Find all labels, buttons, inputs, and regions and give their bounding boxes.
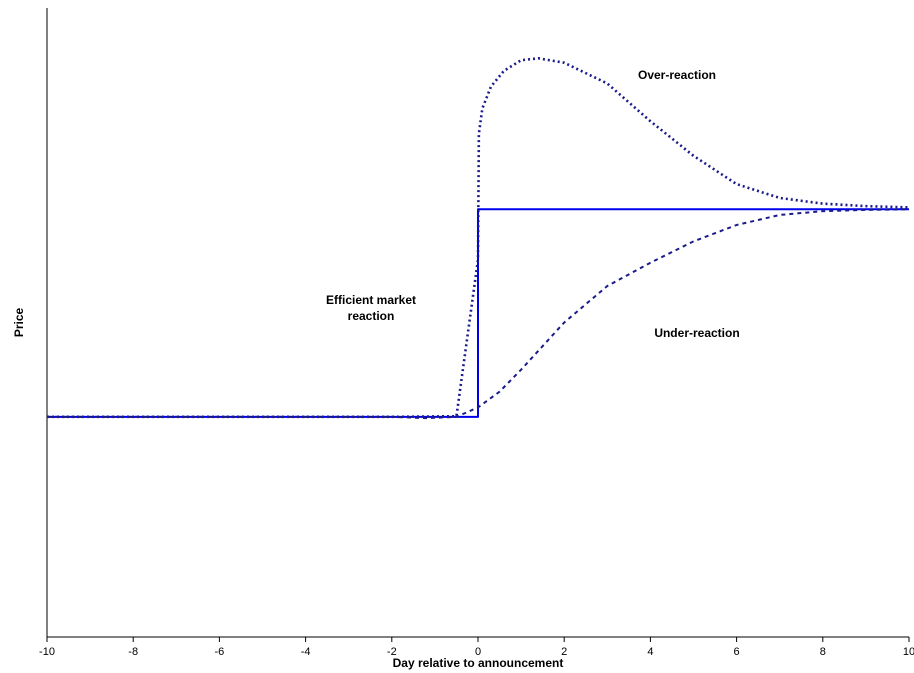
series-line-efficient: [47, 208, 909, 418]
x-tick-label: 0: [475, 646, 481, 658]
x-ticks: -10 -8 -6 -4 -2 0 2 4 6 8 10: [39, 637, 914, 658]
annotations: Over-reaction Under-reaction Efficient mar…: [326, 68, 740, 340]
y-axis-title: Price: [12, 307, 26, 337]
x-tick-label: -4: [301, 646, 311, 658]
x-tick-label: -8: [128, 646, 138, 658]
annotation-under: Under-reaction: [654, 326, 739, 340]
x-tick-label: 8: [820, 646, 826, 658]
x-tick-label: -10: [39, 646, 55, 658]
x-tick-label: -6: [215, 646, 225, 658]
annotation-efficient: reaction: [348, 309, 395, 323]
annotation-efficient: Efficient market: [326, 293, 416, 307]
x-tick-label: 2: [561, 646, 567, 658]
annotation-over: Over-reaction: [638, 68, 716, 82]
x-tick-label: 4: [647, 646, 653, 658]
x-axis-title: Day relative to announcement: [393, 656, 564, 670]
series-line-under: [47, 208, 910, 420]
x-tick-label: -2: [387, 646, 397, 658]
x-tick-label: 6: [734, 646, 740, 658]
x-tick-label: 10: [903, 646, 914, 658]
series-layer: [47, 57, 910, 420]
series-line-over: [47, 57, 910, 419]
